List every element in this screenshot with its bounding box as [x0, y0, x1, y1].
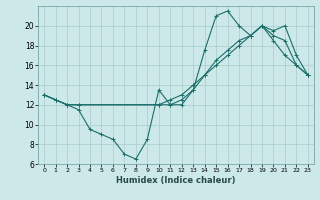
X-axis label: Humidex (Indice chaleur): Humidex (Indice chaleur) — [116, 176, 236, 185]
